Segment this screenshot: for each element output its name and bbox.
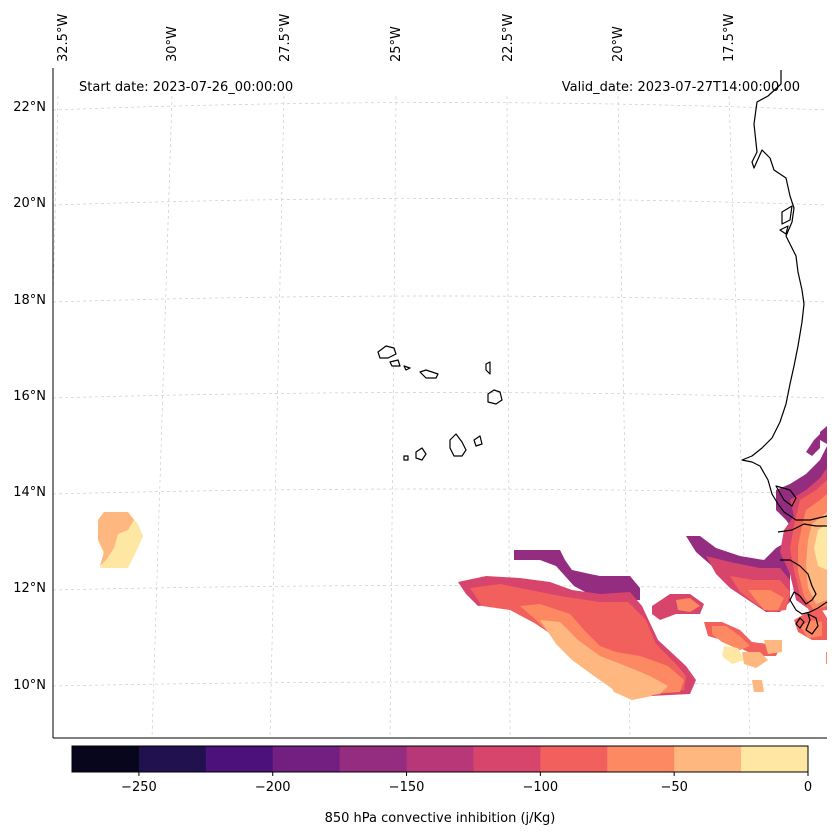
island-brava: [403, 455, 409, 461]
colorbar-tick-label: −150: [389, 780, 425, 795]
lat-label: 22°N: [13, 100, 46, 115]
africa-coastline: [741, 70, 828, 521]
island-santa-luzia: [403, 365, 411, 371]
coastline-island-b: [779, 225, 789, 235]
island-boa-vista: [487, 389, 503, 405]
lat-label: 12°N: [13, 581, 46, 596]
lat-label: 10°N: [13, 678, 46, 693]
lon-label: 25°W: [389, 26, 404, 62]
colorbar-swatches: [72, 746, 809, 772]
colorbar-swatch: [406, 746, 474, 772]
start-date-label: Start date: 2023-07-26_00:00:00: [79, 80, 293, 95]
valid-date-label: Valid_date: 2023-07-27T14:00:00.00: [562, 80, 800, 95]
coastlines: [377, 70, 828, 635]
colorbar-tick-label: −250: [121, 780, 157, 795]
latitude-labels: 22°N 20°N 18°N 16°N 14°N 12°N 10°N: [13, 100, 46, 693]
colorbar-swatch: [741, 746, 809, 772]
colorbar-tick-label: −200: [255, 780, 291, 795]
lat-label: 20°N: [13, 196, 46, 211]
cin-region-coastal: [686, 426, 827, 692]
colorbar-tick-label: 0: [804, 780, 812, 795]
coastline-gambia: [777, 523, 827, 533]
island-sal: [485, 361, 491, 375]
lon-label: 20°W: [611, 26, 626, 62]
island-santiago: [449, 433, 467, 457]
colorbar: −250 −200 −150 −100 −50 0 850 hPa convective …: [71, 745, 812, 826]
colorbar-swatch: [674, 746, 742, 772]
cin-region-central: [458, 550, 704, 700]
island-sao-vicente: [389, 359, 401, 367]
lat-label: 18°N: [13, 293, 46, 308]
longitude-labels: 32.5°W 30°W 27.5°W 25°W 22.5°W 20°W 17.5…: [56, 14, 737, 62]
island-fogo: [415, 447, 427, 461]
lon-label: 17.5°W: [722, 14, 737, 62]
lat-label: 14°N: [13, 485, 46, 500]
colorbar-ticks: −250 −200 −150 −100 −50 0: [121, 772, 812, 795]
lon-label: 30°W: [165, 26, 180, 62]
graticule: [52, 95, 828, 739]
colorbar-title: 850 hPa convective inhibition (j/Kg): [325, 811, 556, 826]
coastline-south: [775, 485, 797, 507]
colorbar-tick-label: −100: [523, 780, 559, 795]
colorbar-swatch: [339, 746, 408, 772]
coastline-inlet: [795, 617, 805, 629]
coastline-island-a: [781, 205, 793, 225]
colorbar-swatch: [272, 746, 341, 772]
colorbar-swatch: [138, 746, 207, 772]
coastline-guinea: [805, 613, 819, 635]
lon-label: 22.5°W: [501, 14, 516, 62]
cin-fill: [98, 426, 827, 700]
island-sao-nicolau: [419, 369, 439, 379]
colorbar-tick-label: −50: [660, 780, 687, 795]
lon-label: 27.5°W: [278, 14, 293, 62]
colorbar-swatch: [607, 746, 675, 772]
colorbar-swatch: [205, 746, 274, 772]
cin-region-west: [98, 512, 143, 568]
colorbar-outline: [71, 745, 809, 773]
colorbar-swatch: [473, 746, 541, 772]
colorbar-swatch: [540, 746, 608, 772]
map-frame: [52, 68, 827, 739]
lat-label: 16°N: [13, 389, 46, 404]
island-santo-antao: [377, 345, 397, 359]
coastline-guinea-bissau: [780, 559, 828, 615]
lon-label: 32.5°W: [56, 14, 71, 62]
island-maio: [473, 435, 483, 447]
colorbar-swatch: [72, 746, 140, 772]
